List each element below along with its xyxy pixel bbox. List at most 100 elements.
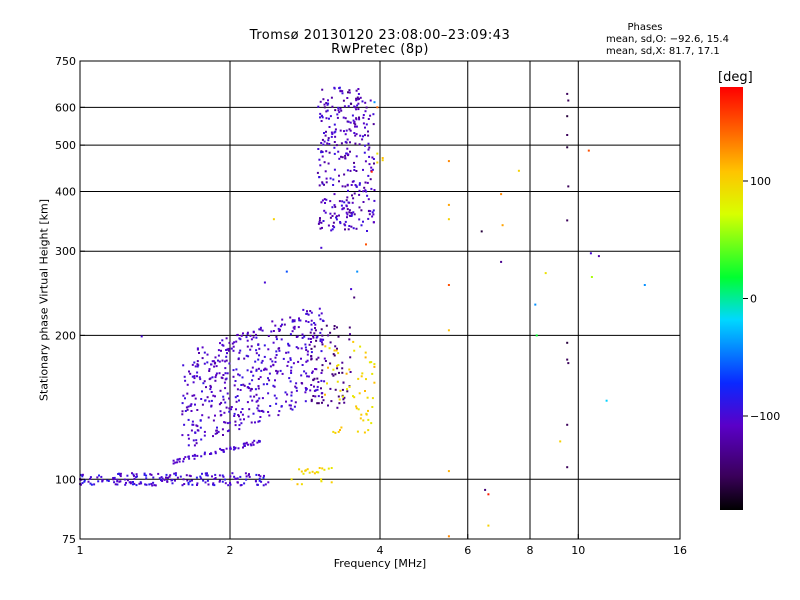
data-point — [363, 151, 366, 154]
data-point — [319, 100, 322, 103]
data-point — [308, 471, 311, 474]
data-point — [247, 355, 250, 358]
data-point — [329, 115, 332, 118]
data-point — [325, 117, 328, 120]
data-point — [315, 368, 318, 371]
data-point — [334, 128, 337, 131]
data-point — [364, 351, 367, 354]
data-point — [352, 227, 355, 230]
data-point — [169, 474, 172, 477]
data-point — [337, 150, 340, 153]
data-point — [310, 328, 313, 331]
data-point — [310, 400, 313, 403]
data-point — [206, 474, 209, 477]
data-point — [247, 443, 249, 446]
data-point — [250, 370, 253, 373]
data-point — [264, 367, 267, 370]
data-point — [311, 371, 314, 374]
data-point — [353, 132, 356, 134]
data-point — [244, 442, 247, 445]
data-point — [239, 389, 242, 391]
data-point — [261, 397, 264, 400]
data-point — [311, 370, 314, 373]
data-point — [348, 91, 351, 94]
data-point — [329, 387, 332, 390]
data-point — [219, 414, 222, 417]
data-point — [278, 330, 281, 332]
data-point — [320, 312, 323, 315]
data-point — [241, 376, 244, 379]
data-point — [228, 410, 231, 413]
data-point — [331, 228, 334, 231]
data-point — [182, 394, 185, 397]
data-point — [350, 225, 353, 228]
data-point — [355, 99, 358, 102]
data-point — [214, 379, 217, 382]
data-point — [214, 395, 216, 398]
data-point — [267, 411, 270, 413]
data-point — [200, 477, 203, 480]
data-point — [214, 477, 217, 479]
data-point — [362, 116, 365, 119]
data-point — [248, 387, 250, 390]
data-point — [310, 384, 313, 386]
data-point — [313, 385, 315, 388]
data-point — [283, 323, 286, 326]
data-point — [319, 331, 322, 334]
data-point — [304, 346, 307, 349]
data-point — [589, 252, 592, 255]
data-point — [233, 384, 236, 387]
data-point — [364, 126, 366, 129]
data-point — [310, 351, 313, 354]
data-point — [373, 365, 376, 368]
data-point — [286, 393, 289, 396]
data-point — [222, 434, 224, 436]
data-point — [226, 422, 229, 425]
data-point — [235, 340, 238, 343]
data-point — [229, 446, 232, 449]
data-point — [196, 363, 199, 366]
data-point — [289, 316, 292, 319]
data-point — [359, 345, 362, 348]
data-point — [342, 116, 345, 119]
data-point — [369, 210, 372, 213]
data-point — [176, 461, 178, 464]
data-point — [182, 478, 185, 481]
data-point — [292, 362, 295, 365]
data-point — [267, 377, 269, 380]
data-point — [361, 372, 364, 375]
data-point — [373, 381, 376, 384]
data-point — [172, 459, 175, 462]
data-point — [290, 391, 293, 394]
data-point — [203, 451, 206, 454]
data-point — [305, 360, 308, 363]
data-point — [215, 374, 218, 377]
data-point — [266, 383, 269, 386]
data-point — [330, 467, 333, 469]
data-point — [268, 414, 271, 417]
data-point — [101, 479, 104, 482]
data-point — [376, 152, 379, 155]
data-point — [320, 372, 323, 374]
data-point — [229, 482, 231, 484]
data-point — [227, 484, 230, 487]
data-point — [125, 481, 127, 484]
data-point — [301, 333, 304, 336]
data-point — [290, 478, 293, 481]
data-point — [318, 314, 321, 317]
data-point — [255, 480, 257, 483]
data-point — [327, 334, 330, 337]
data-point — [230, 347, 233, 350]
data-point — [223, 381, 226, 384]
data-point — [225, 337, 228, 340]
data-point — [353, 349, 356, 352]
data-point — [566, 358, 569, 361]
data-point — [126, 474, 129, 477]
data-point — [124, 483, 127, 486]
data-point — [371, 168, 374, 171]
data-point — [341, 367, 344, 370]
data-point — [336, 364, 339, 367]
data-point — [204, 481, 207, 484]
data-point — [329, 341, 332, 344]
